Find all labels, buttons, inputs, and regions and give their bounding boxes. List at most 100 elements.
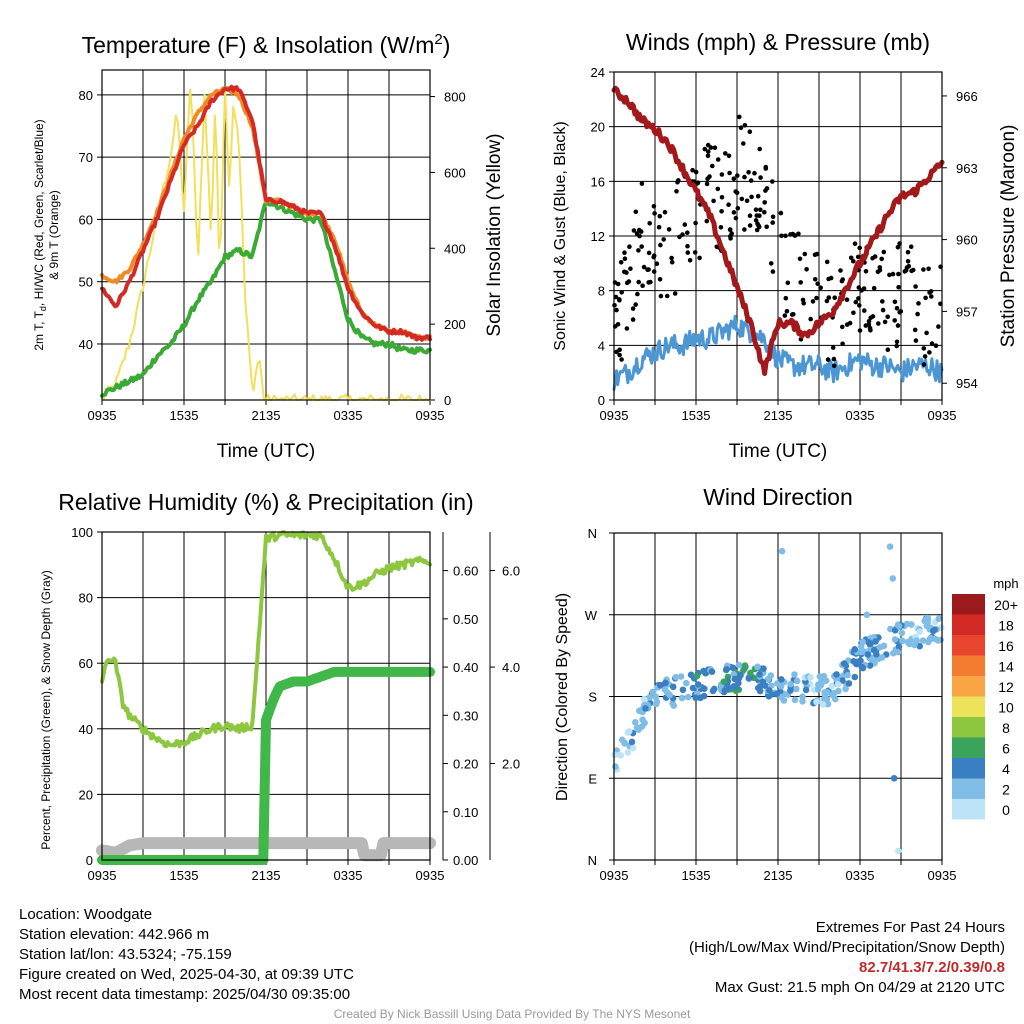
gust-point bbox=[848, 255, 854, 261]
precip-tick-label: 0.20 bbox=[453, 757, 478, 772]
gust-point bbox=[753, 218, 759, 223]
wind-direction-point bbox=[793, 677, 801, 685]
gust-point bbox=[855, 254, 861, 260]
y-tick-label: 70 bbox=[79, 150, 93, 165]
gust-point bbox=[768, 261, 774, 266]
wind-direction-point bbox=[894, 847, 902, 855]
gust-point bbox=[615, 322, 621, 327]
gust-point bbox=[617, 352, 622, 358]
wind-direction-point bbox=[913, 637, 920, 644]
gust-point bbox=[674, 189, 679, 194]
gust-point bbox=[763, 164, 769, 170]
gust-point bbox=[744, 198, 750, 204]
gust-point bbox=[844, 297, 850, 303]
wind-direction-point bbox=[754, 663, 761, 671]
gust-point bbox=[778, 210, 784, 216]
gust-point bbox=[680, 232, 685, 237]
snow-tick-label: 2.0 bbox=[502, 757, 520, 772]
y-tick-label: N bbox=[588, 853, 597, 868]
temperature-ylabel: 2m T, Td, HI/WC (Red, Green, Scarlet/Blu… bbox=[32, 119, 48, 350]
gust-point bbox=[704, 218, 710, 224]
wind-direction-point bbox=[840, 660, 848, 667]
wind-direction-point bbox=[791, 696, 799, 704]
gust-point bbox=[898, 309, 904, 314]
gust-point bbox=[715, 157, 721, 162]
wind-direction-point bbox=[891, 636, 899, 643]
wind-direction-point bbox=[692, 694, 699, 702]
y-tick-label: 40 bbox=[79, 337, 93, 352]
gust-point bbox=[666, 227, 672, 232]
legend-swatch bbox=[952, 717, 985, 738]
wind-direction-point bbox=[908, 621, 915, 628]
gust-point bbox=[687, 258, 693, 263]
gust-point bbox=[746, 170, 751, 175]
wind-direction-point bbox=[624, 749, 632, 756]
gust-point bbox=[877, 265, 883, 270]
gust-point bbox=[870, 314, 876, 319]
gust-point bbox=[662, 209, 668, 215]
gust-point bbox=[652, 211, 657, 216]
legend-title: mph bbox=[993, 576, 1018, 591]
y-tick-label: N bbox=[588, 526, 597, 541]
x-tick-label: 2135 bbox=[252, 868, 281, 883]
gust-point bbox=[838, 268, 843, 273]
gust-point bbox=[863, 269, 869, 274]
wind-direction-point bbox=[876, 644, 884, 651]
gust-point bbox=[685, 230, 690, 235]
extremes-values: 82.7/41.3/7.2/0.39/0.8 bbox=[859, 959, 1005, 976]
gust-point bbox=[812, 252, 818, 257]
gust-point bbox=[737, 114, 742, 120]
wind-direction-point bbox=[778, 547, 786, 555]
gust-point bbox=[695, 180, 701, 185]
gust-point bbox=[770, 214, 776, 220]
gust-point bbox=[753, 207, 759, 212]
wind-direction-point bbox=[886, 543, 894, 550]
x-tick-label: 0935 bbox=[88, 868, 117, 883]
gust-point bbox=[880, 299, 885, 304]
humidity-ylabel: Percent, Precipitation (Green), & Snow D… bbox=[39, 570, 53, 849]
y-tick-label: 0 bbox=[598, 393, 605, 408]
wind-direction-point bbox=[863, 611, 871, 619]
gust-point bbox=[710, 163, 715, 169]
gust-point bbox=[915, 311, 920, 317]
gust-point bbox=[613, 294, 619, 300]
wind-direction-point bbox=[899, 637, 906, 645]
gust-point bbox=[866, 322, 872, 327]
y-tick-label: 8 bbox=[598, 284, 605, 299]
wind-direction-point bbox=[662, 679, 669, 687]
relative-humidity-line bbox=[100, 530, 432, 749]
y2-tick-label: 600 bbox=[444, 165, 466, 180]
gust-point bbox=[828, 275, 834, 281]
gust-point bbox=[685, 250, 691, 255]
gust-point bbox=[758, 207, 763, 213]
gust-point bbox=[800, 297, 806, 303]
gust-point bbox=[770, 220, 775, 225]
winds-axes-box bbox=[613, 71, 943, 401]
gust-point bbox=[876, 321, 881, 326]
gust-point bbox=[741, 141, 746, 146]
y-tick-label: W bbox=[585, 608, 598, 623]
legend-label: 12 bbox=[998, 679, 1014, 695]
gust-point bbox=[707, 174, 712, 179]
gust-point bbox=[904, 265, 910, 270]
gust-point bbox=[742, 174, 747, 180]
gust-point bbox=[856, 296, 861, 301]
wind-direction-point bbox=[890, 649, 897, 657]
gust-point bbox=[770, 269, 776, 274]
station-info: Location: Woodgate Station elevation: 44… bbox=[19, 905, 354, 1005]
gust-point bbox=[885, 314, 890, 320]
gust-point bbox=[731, 210, 737, 215]
station-latlon: Station lat/lon: 43.5324; -75.159 bbox=[19, 946, 232, 963]
gust-point bbox=[826, 295, 832, 300]
gust-point bbox=[921, 346, 927, 351]
extremes-subtitle: (High/Low/Max Wind/Precipitation/Snow De… bbox=[689, 939, 1005, 956]
gust-point bbox=[622, 256, 628, 262]
wind-direction-point bbox=[834, 680, 842, 688]
wind-direction-axes-box bbox=[613, 532, 943, 861]
gust-point bbox=[651, 269, 657, 274]
wind-direction-point bbox=[729, 664, 737, 672]
wind-direction-point bbox=[813, 698, 820, 706]
y-tick-label: 80 bbox=[79, 88, 93, 103]
precip-tick-label: 0.30 bbox=[453, 708, 478, 723]
